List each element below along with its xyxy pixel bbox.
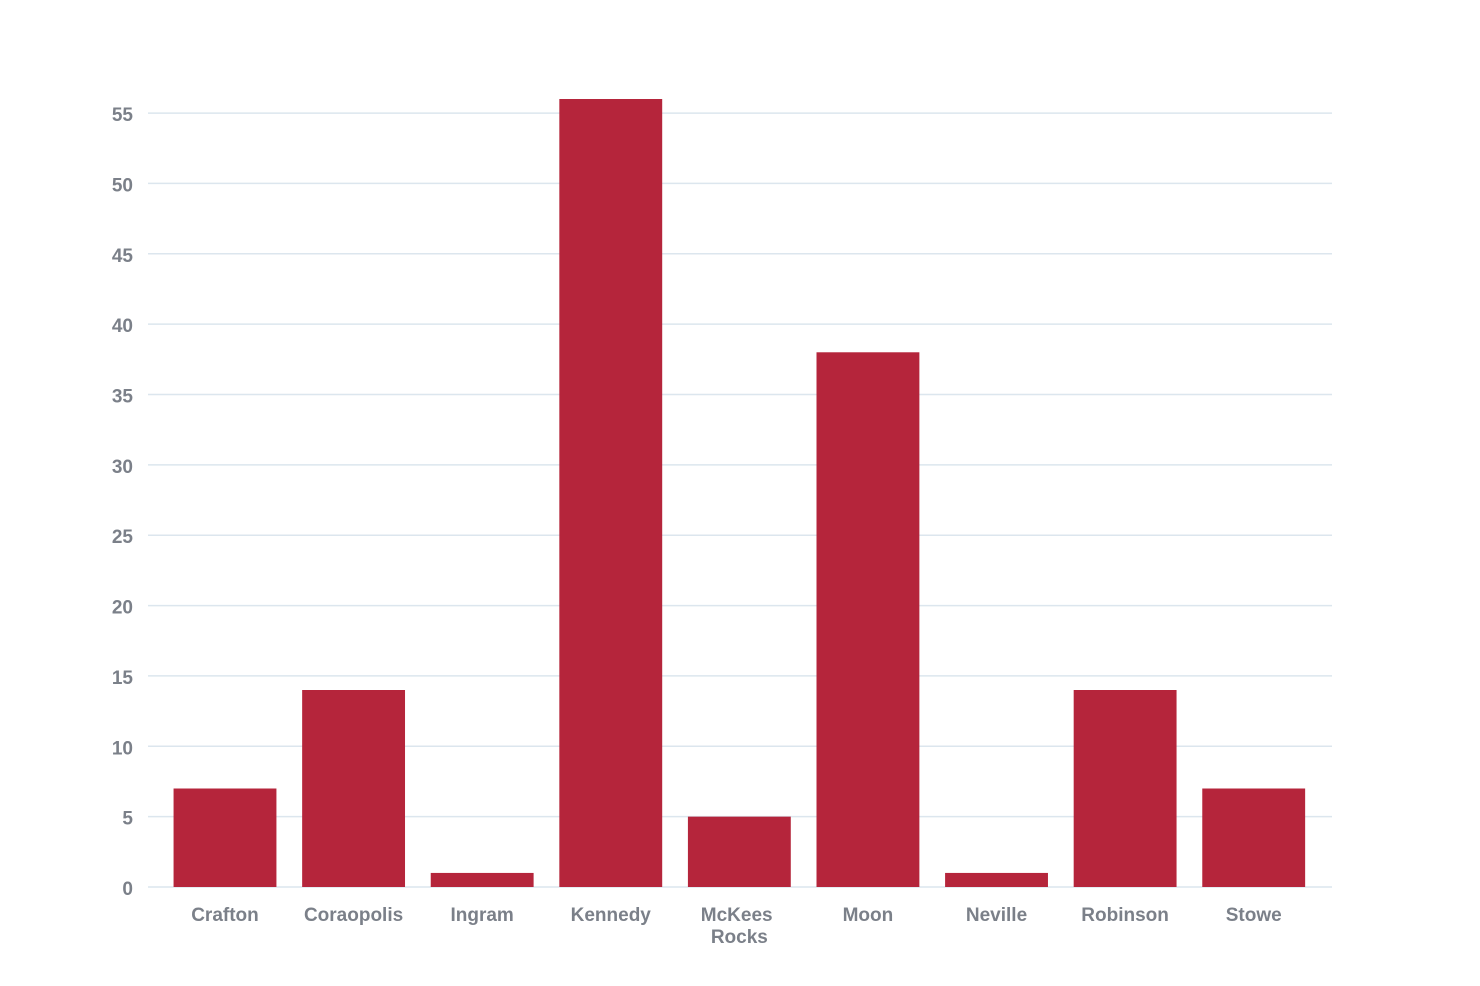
y-tick-label: 10 (112, 738, 133, 759)
x-tick-label: Neville (966, 905, 1027, 926)
x-tick-label: Crafton (191, 905, 259, 926)
y-tick-label: 5 (122, 809, 133, 830)
y-tick-label: 40 (112, 316, 133, 337)
y-tick-label: 45 (112, 246, 134, 267)
x-tick-label: McKees Rocks (701, 905, 778, 948)
y-tick-label: 20 (112, 598, 133, 619)
y-tick-label: 55 (112, 105, 134, 126)
bar (945, 872, 1048, 887)
bar (559, 99, 663, 887)
x-tick-label: Ingram (450, 905, 513, 926)
y-tick-label: 0 (122, 879, 133, 900)
y-tick-label: 30 (112, 457, 133, 478)
y-tick-label: 15 (112, 668, 134, 689)
bar (430, 872, 534, 887)
bar (687, 816, 791, 887)
x-tick-label: Stowe (1226, 905, 1282, 926)
bar (1202, 788, 1306, 887)
bar (1073, 690, 1177, 887)
bar (302, 690, 406, 887)
bar (173, 788, 277, 887)
x-tick-label: Robinson (1081, 905, 1169, 926)
x-tick-label: Moon (843, 905, 894, 926)
y-tick-label: 50 (112, 175, 133, 196)
bar (816, 352, 920, 887)
x-tick-label: Kennedy (571, 905, 652, 926)
x-tick-label: Coraopolis (304, 905, 403, 926)
y-tick-label: 25 (112, 527, 134, 548)
y-tick-label: 35 (112, 387, 134, 408)
